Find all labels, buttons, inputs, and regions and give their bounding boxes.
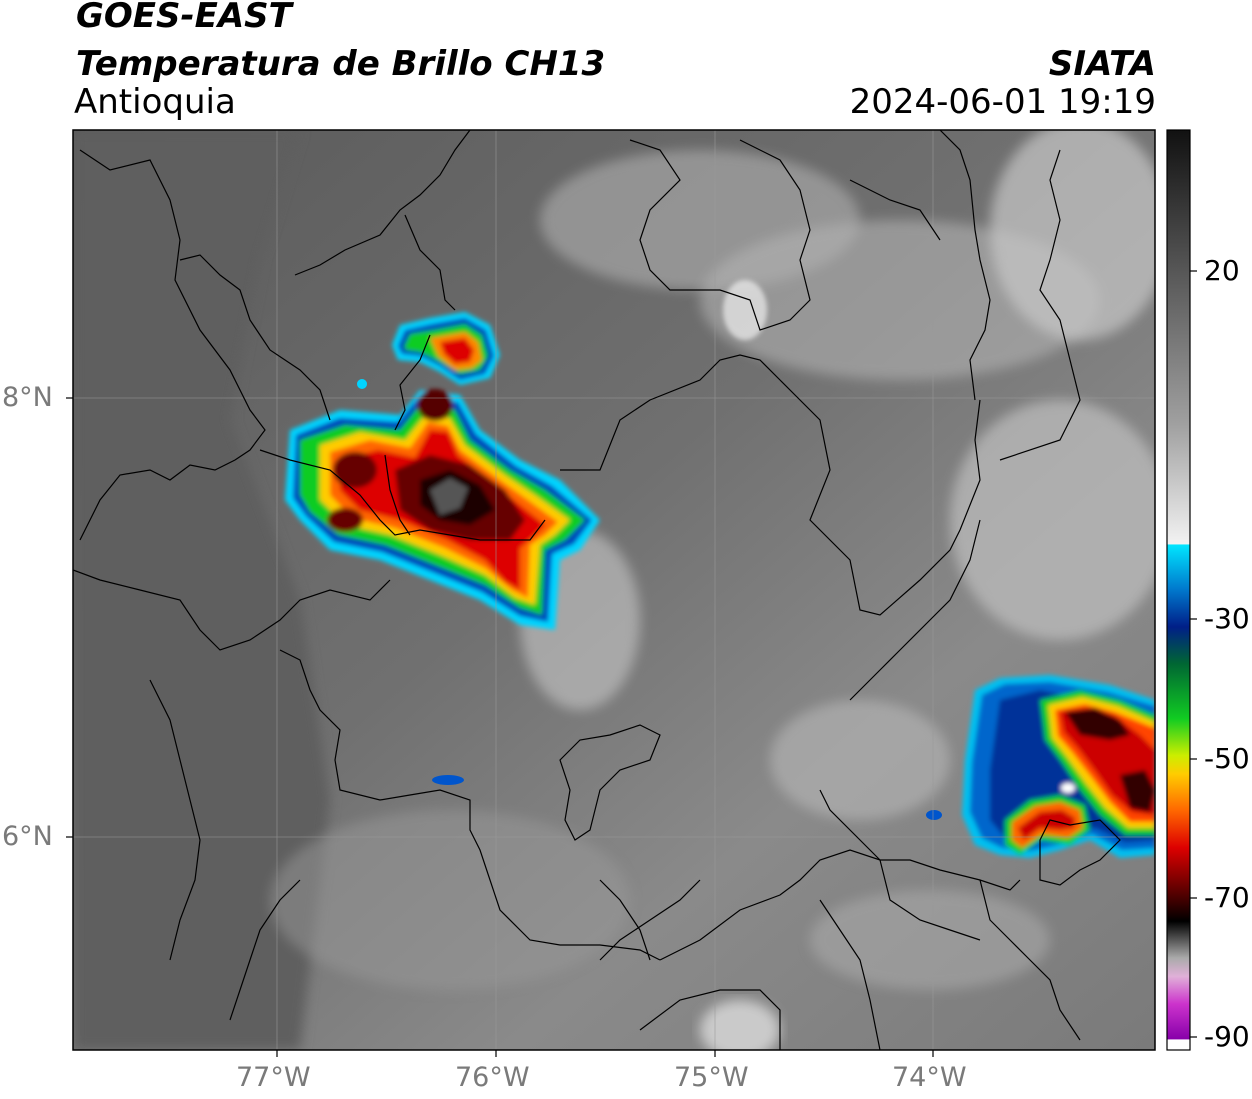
colorbar-ticks — [1190, 270, 1197, 1038]
lon-tick-label: 75°W — [674, 1062, 749, 1093]
satellite-title: GOES-EAST — [76, 0, 292, 36]
colorbar-label: -70 — [1204, 881, 1250, 914]
graticule — [73, 130, 1155, 1050]
storm-cell-north — [392, 312, 500, 385]
storm-cluster-west — [285, 389, 600, 630]
lat-tick-label: 6°N — [2, 821, 53, 852]
boundaries — [73, 130, 1121, 1050]
small-cell — [926, 810, 942, 820]
colorbar-label: -50 — [1204, 742, 1250, 775]
product-title: Temperatura de Brillo CH13 — [76, 44, 606, 84]
small-cell — [432, 775, 464, 785]
map-image — [73, 130, 1155, 1050]
small-cell — [357, 379, 367, 389]
colorbar-label: 20 — [1204, 254, 1240, 287]
agency-label: SIATA — [1048, 44, 1156, 84]
lon-tick-label: 76°W — [455, 1062, 530, 1093]
lon-tick-label: 74°W — [892, 1062, 967, 1093]
storm-cluster-east — [962, 675, 1155, 858]
colorbar-label: -90 — [1204, 1020, 1250, 1053]
lat-tick-label: 8°N — [2, 382, 53, 413]
colorbar-label: -30 — [1204, 602, 1250, 635]
map-frame — [72, 129, 1156, 1051]
colorbar — [1166, 129, 1191, 1051]
region-label: Antioquia — [74, 82, 236, 122]
lon-tick-label: 77°W — [236, 1062, 311, 1093]
axis-ticks — [66, 397, 934, 1057]
timestamp-label: 2024-06-01 19:19 — [849, 82, 1156, 122]
